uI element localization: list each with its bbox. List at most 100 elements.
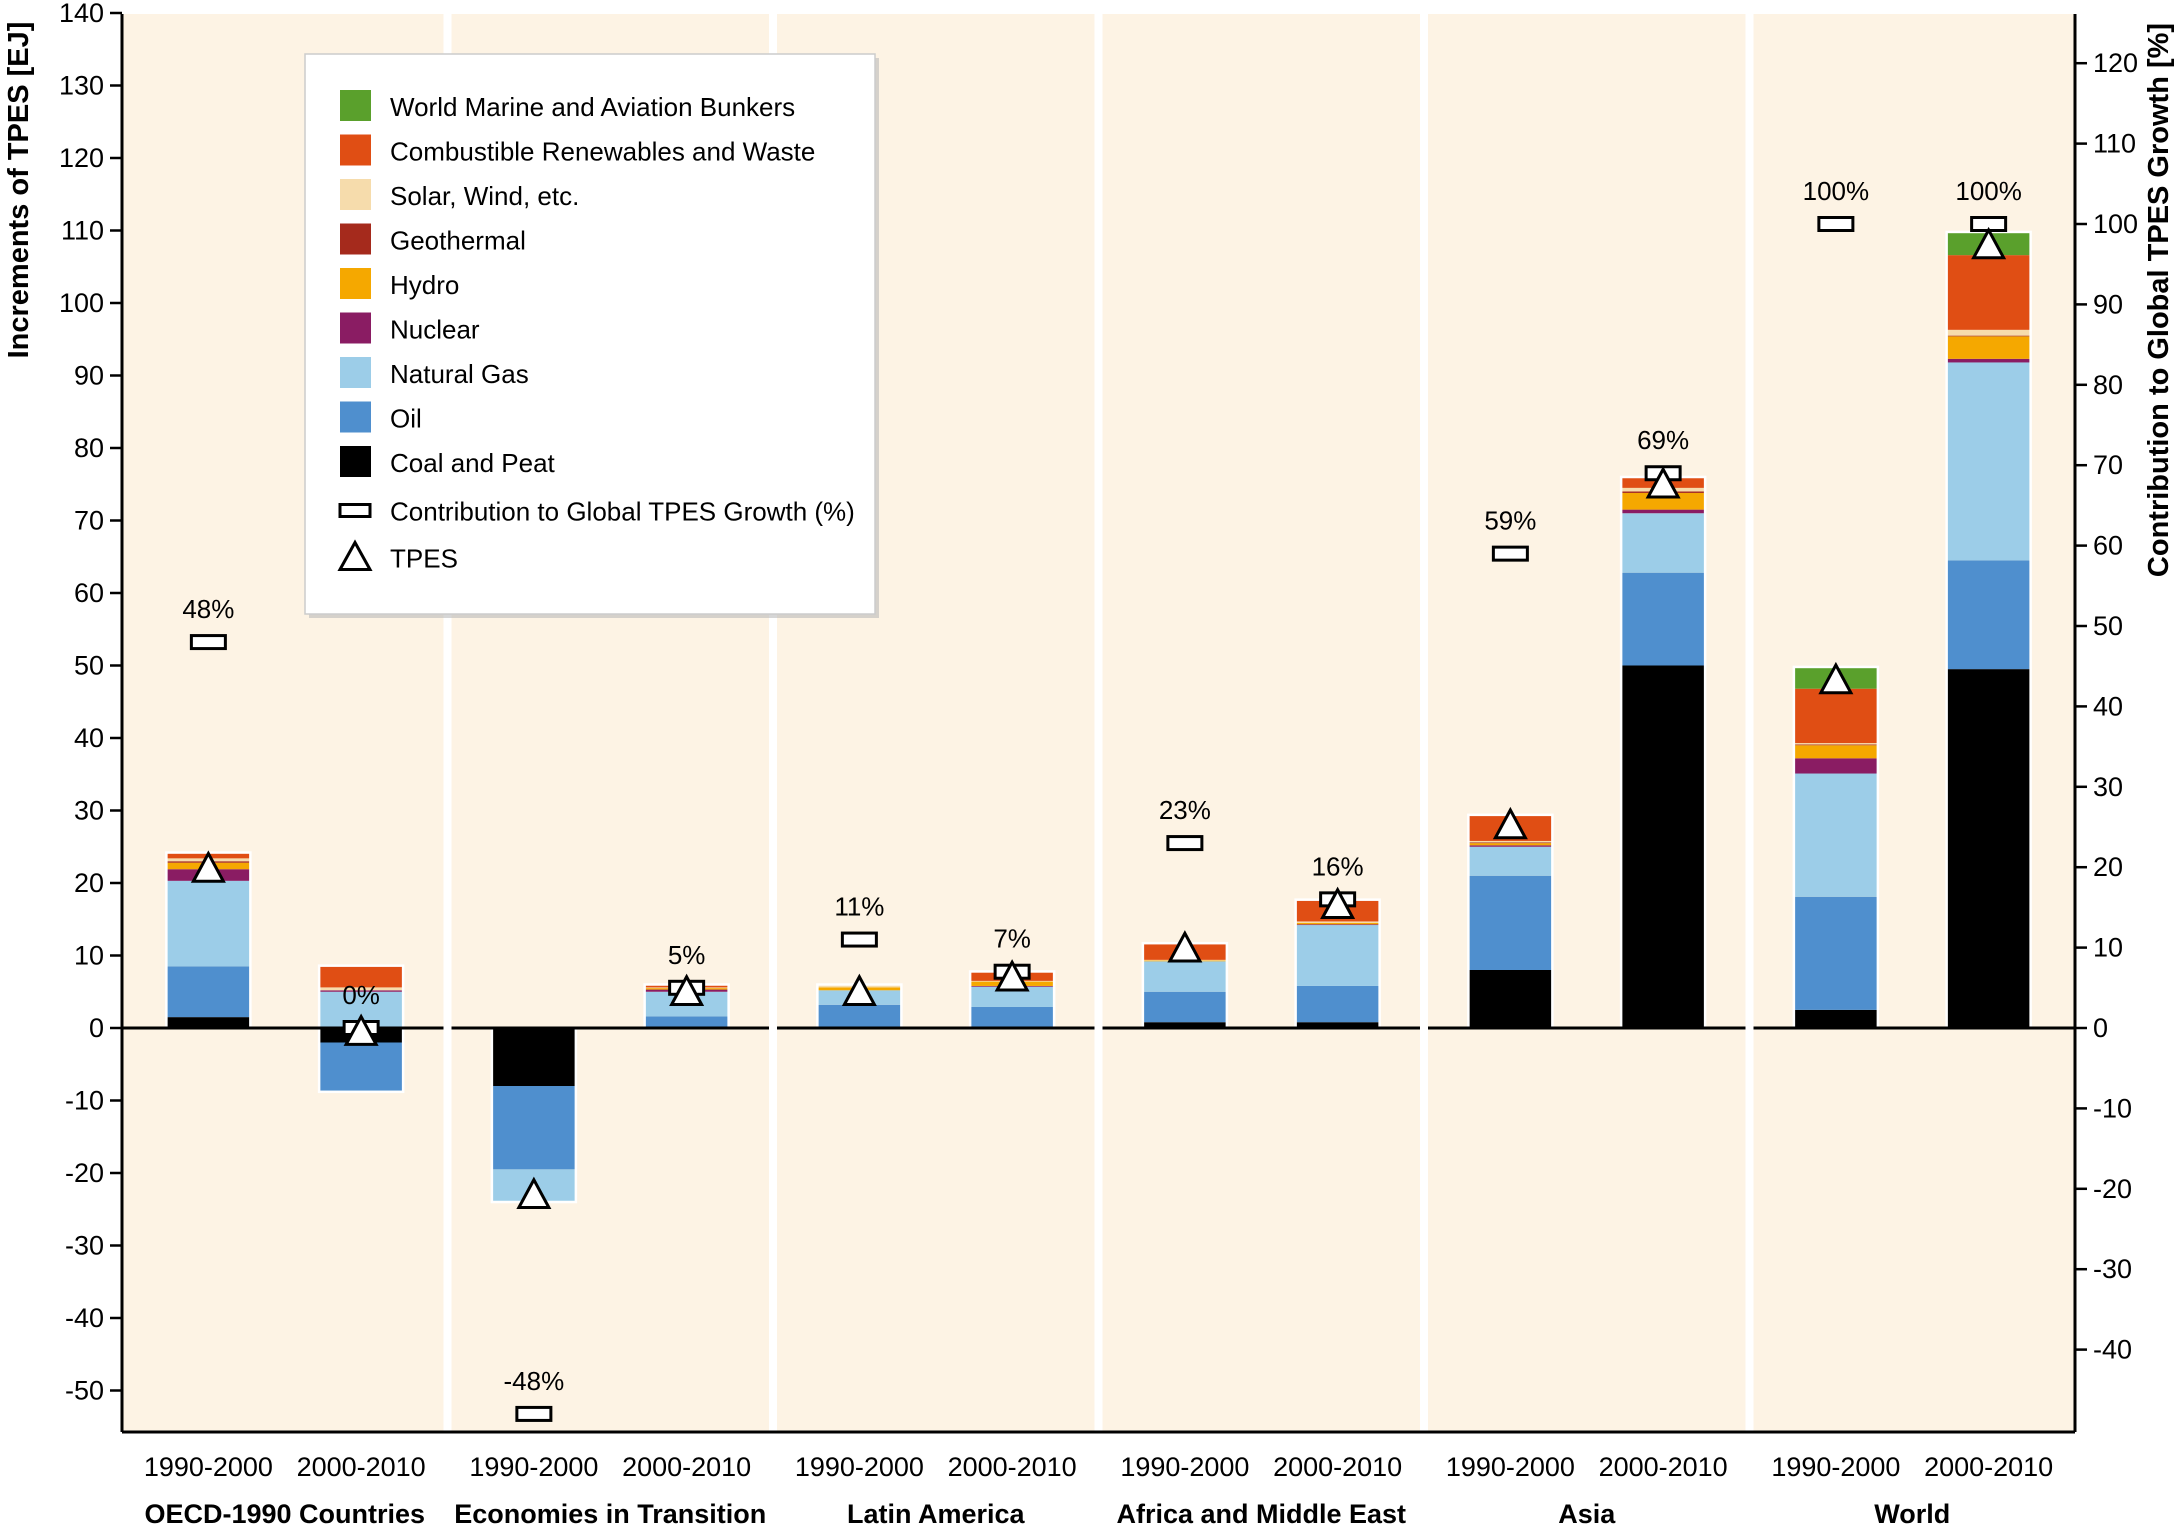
bar-segment-geo <box>1793 744 1878 746</box>
region-label: Asia <box>1558 1499 1616 1529</box>
bar-segment-oil <box>970 1006 1055 1027</box>
period-label: 1990-2000 <box>1771 1452 1900 1482</box>
period-label: 1990-2000 <box>469 1452 598 1482</box>
left-tick-label: -40 <box>65 1303 104 1333</box>
legend-swatch-geo <box>340 223 371 255</box>
bar-segment-coal <box>491 1028 576 1086</box>
period-label: 2000-2010 <box>297 1452 426 1482</box>
region-label: Latin America <box>847 1499 1026 1529</box>
bar-segment-gas <box>1468 846 1553 876</box>
bar-segment-hydro <box>1295 922 1380 925</box>
legend-swatch-combren <box>340 134 371 166</box>
bar-segment-gas <box>1295 925 1380 986</box>
legend-marker-contribution <box>338 503 372 518</box>
legend-swatch-hydro <box>340 268 371 299</box>
bar-segment-nuclear <box>1468 845 1553 847</box>
pct-label: 69% <box>1637 425 1689 455</box>
bar-segment-solar <box>319 987 404 991</box>
bar-segment-gas <box>970 986 1055 1007</box>
bar-segment-oil <box>1468 875 1553 970</box>
bar-segment-oil <box>1621 572 1706 666</box>
right-tick-label: 100 <box>2093 209 2138 239</box>
stacked-bars <box>165 230 2032 1204</box>
right-tick-label: 0 <box>2093 1013 2108 1043</box>
pct-label: 23% <box>1159 795 1211 825</box>
bar-segment-solar <box>1793 743 1878 745</box>
bar-segment-geo <box>1946 335 2031 337</box>
tpes-marker <box>841 973 877 1006</box>
tpes-marker <box>1492 806 1528 840</box>
region-label: OECD-1990 Countries <box>144 1499 425 1529</box>
markers: 48% 0% -48% 5% 11% 7% 23% 16% 59% 69% 100% 100% <box>182 176 2022 1422</box>
right-tick-label: 110 <box>2093 129 2136 159</box>
legend-swatch-bunkers <box>340 90 371 121</box>
bar-segment-oil <box>644 1016 729 1027</box>
right-tick-label: 120 <box>2093 48 2138 78</box>
bar-segment-coal <box>1142 1022 1227 1028</box>
left-tick-label: 10 <box>74 941 104 971</box>
pct-label: 48% <box>182 594 234 624</box>
bar-segment-coal <box>1621 665 1706 1028</box>
right-tick-label: -30 <box>2093 1254 2132 1284</box>
left-tick-label: -30 <box>65 1231 104 1261</box>
legend-label-coal: Coal and Peat <box>390 448 556 478</box>
left-tick-label: 50 <box>74 651 104 681</box>
left-tick-label: -20 <box>65 1158 104 1188</box>
contribution-marker <box>515 1405 553 1422</box>
bar-segment-gas <box>1142 961 1227 992</box>
left-tick-label: -50 <box>65 1376 104 1406</box>
pct-label: 7% <box>993 924 1031 954</box>
tpes-marker <box>1818 661 1854 695</box>
bar-segment-coal <box>1793 1009 1878 1028</box>
period-label: 1990-2000 <box>144 1452 273 1482</box>
pct-label: -48% <box>504 1366 565 1396</box>
legend: World Marine and Aviation Bunkers Combust… <box>304 53 879 618</box>
bar-segment-oil <box>1142 991 1227 1023</box>
left-tick-label: 80 <box>74 433 104 463</box>
left-tick-label: 110 <box>61 216 104 246</box>
tpes-marker <box>994 959 1030 992</box>
region-label: Africa and Middle East <box>1116 1499 1406 1529</box>
bar-segment-geo <box>1468 842 1553 844</box>
left-tick-label: 70 <box>74 506 104 536</box>
tpes-marker <box>1167 930 1203 963</box>
legend-swatch-oil <box>340 401 371 433</box>
bar-segment-coal <box>1946 669 2031 1028</box>
bar-segment-oil <box>1295 985 1380 1023</box>
tpes-marker <box>1320 886 1356 919</box>
legend-marker-tpes <box>337 539 373 571</box>
legend-label-tpes: TPES <box>390 544 458 574</box>
legend-swatch-coal <box>340 446 371 477</box>
pct-label: 59% <box>1484 506 1536 536</box>
left-tick-label: 90 <box>74 361 104 391</box>
right-tick-label: 30 <box>2093 772 2123 802</box>
period-label: 2000-2010 <box>1273 1452 1402 1482</box>
bar-segment-hydro <box>1946 336 2031 359</box>
tpes-marker <box>669 973 705 1006</box>
legend-swatch-gas <box>340 357 371 388</box>
bar-segment-nuclear <box>1295 924 1380 926</box>
tpes-marker <box>1645 466 1681 499</box>
bar-segment-hydro <box>1468 843 1553 846</box>
bar-segment-nuclear <box>1793 758 1878 774</box>
bar-segment-coal <box>1468 970 1553 1028</box>
legend-label-gas: Natural Gas <box>390 359 529 389</box>
right-tick-label: 50 <box>2093 611 2123 641</box>
bar-segment-solar <box>1468 840 1553 843</box>
left-tick-label: 60 <box>74 578 104 608</box>
left-tick-label: 100 <box>59 288 104 318</box>
bar-segment-combren <box>1946 255 2031 330</box>
bar-segment-hydro <box>1793 745 1878 759</box>
bar-segment-nuclear <box>1946 358 2031 363</box>
left-tick-label: -10 <box>65 1086 104 1116</box>
period-label: 1990-2000 <box>1120 1452 1249 1482</box>
period-label: 2000-2010 <box>1924 1452 2053 1482</box>
bar-segment-nuclear <box>319 990 404 992</box>
period-label: 2000-2010 <box>948 1452 1077 1482</box>
bar-segment-coal <box>166 1017 251 1028</box>
legend-label-contribution: Contribution to Global TPES Growth (%) <box>390 497 855 527</box>
region-label: Economies in Transition <box>454 1499 766 1529</box>
contribution-marker <box>1491 545 1529 562</box>
